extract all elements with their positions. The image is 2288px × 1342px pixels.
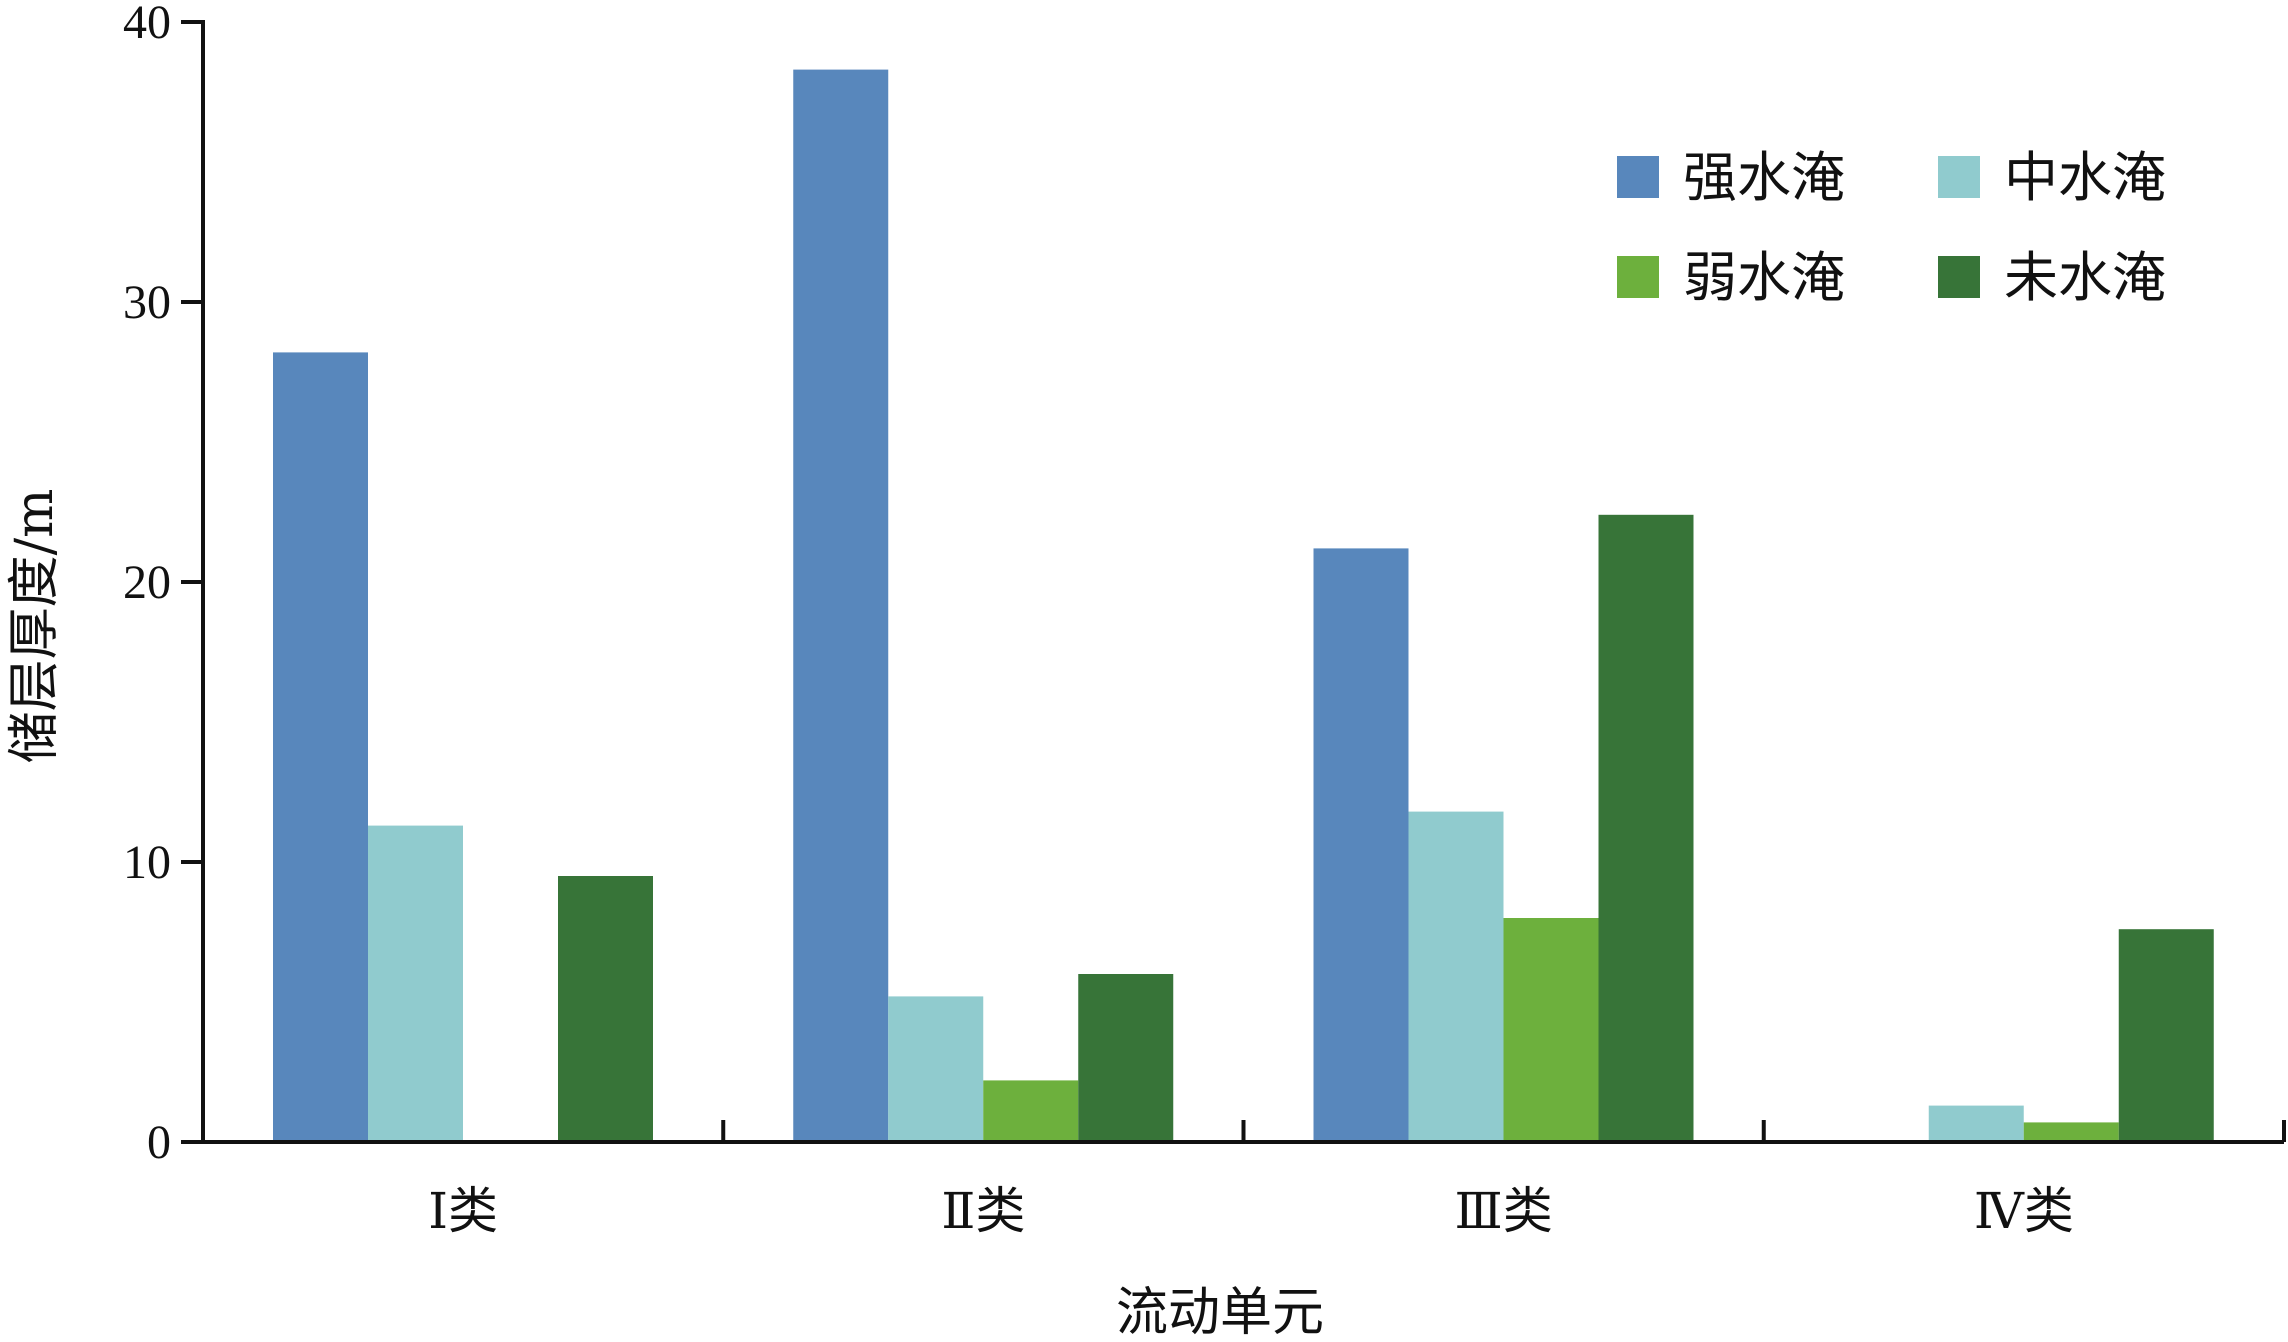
x-tick-label: Ⅳ类 xyxy=(1974,1182,2074,1240)
bar-3-1 xyxy=(1313,548,1409,1142)
legend-label: 未水淹 xyxy=(2004,246,2166,309)
legend-label: 弱水淹 xyxy=(1683,246,1845,309)
bar-1-1 xyxy=(273,352,368,1142)
legend-swatch xyxy=(1617,256,1659,298)
bar-3-2 xyxy=(1408,811,1504,1142)
y-axis-label: 储层厚度/m xyxy=(5,489,65,764)
y-tick-label: 10 xyxy=(123,836,171,889)
y-tick-label: 20 xyxy=(123,556,171,609)
bar-3-3 xyxy=(1503,918,1599,1142)
legend-label: 中水淹 xyxy=(2004,146,2166,209)
bars-group xyxy=(273,69,2214,1143)
bar-4-4 xyxy=(2118,929,2214,1142)
bar-1-4 xyxy=(558,876,653,1142)
bar-2-1 xyxy=(793,69,889,1143)
legend-swatch xyxy=(1938,256,1980,298)
x-tick-label: Ⅰ类 xyxy=(428,1182,498,1240)
y-tick-label: 40 xyxy=(123,0,171,49)
legend-label: 强水淹 xyxy=(1683,146,1845,209)
y-tick-label: 30 xyxy=(123,276,171,329)
bar-2-2 xyxy=(888,996,984,1142)
x-tick-label: Ⅱ类 xyxy=(941,1182,1025,1240)
bar-2-4 xyxy=(1078,974,1174,1142)
bar-1-2 xyxy=(368,825,463,1142)
bar-4-3 xyxy=(2023,1122,2119,1142)
x-tick-label: Ⅲ类 xyxy=(1455,1182,1553,1240)
bar-4-2 xyxy=(1928,1105,2024,1142)
legend-swatch xyxy=(1617,156,1659,198)
x-axis-label: 流动单元 xyxy=(1116,1283,1324,1342)
bar-3-4 xyxy=(1598,514,1694,1142)
bar-2-3 xyxy=(983,1080,1079,1142)
y-tick-label: 0 xyxy=(147,1116,171,1169)
axes-group: 0 10 20 30 40 Ⅰ类 Ⅱ类 Ⅲ类 Ⅳ类 xyxy=(123,0,2286,1240)
legend-swatch xyxy=(1938,156,1980,198)
